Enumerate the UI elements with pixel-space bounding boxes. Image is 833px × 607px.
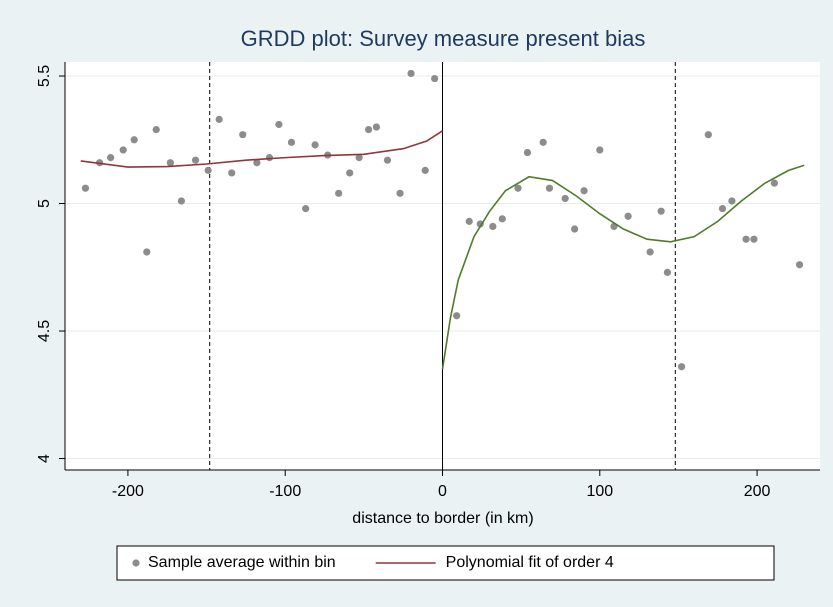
- data-point: [407, 69, 415, 78]
- data-point: [596, 146, 604, 154]
- data-point: [453, 312, 461, 320]
- data-point: [663, 268, 672, 276]
- data-point: [215, 115, 223, 123]
- fit-line: [80, 130, 443, 168]
- data-point: [372, 123, 381, 131]
- x-tick-label: 200: [744, 483, 771, 500]
- data-point: [166, 159, 174, 167]
- x-axis-title: distance to border (in km): [352, 510, 533, 527]
- legend-label: Sample average within bin: [148, 554, 336, 571]
- data-point: [742, 235, 750, 243]
- data-point: [81, 184, 90, 192]
- data-point: [346, 169, 354, 177]
- data-point: [571, 225, 579, 233]
- fit-line: [441, 164, 805, 370]
- legend-marker: [132, 559, 140, 567]
- data-point: [545, 184, 554, 192]
- data-point: [311, 141, 319, 149]
- data-point: [489, 222, 497, 231]
- data-point: [704, 131, 712, 139]
- data-point: [107, 154, 115, 162]
- data-point: [355, 154, 363, 162]
- data-point: [335, 189, 343, 197]
- data-point: [143, 248, 151, 256]
- data-point: [750, 235, 758, 243]
- legend-label: Polynomial fit of order 4: [446, 554, 614, 571]
- data-point: [580, 187, 588, 195]
- data-point: [421, 166, 429, 174]
- data-point: [718, 205, 727, 213]
- data-point: [275, 120, 283, 129]
- data-point: [431, 74, 439, 83]
- data-point: [514, 184, 522, 192]
- data-point: [204, 166, 212, 174]
- data-point: [624, 212, 632, 220]
- data-point: [130, 136, 138, 144]
- data-point: [646, 248, 654, 256]
- data-point: [396, 189, 404, 197]
- data-point: [677, 363, 686, 371]
- y-tick-label: 4: [36, 454, 53, 463]
- data-point: [728, 197, 736, 205]
- data-point: [498, 215, 506, 223]
- data-point: [119, 146, 127, 154]
- legend-box: [116, 545, 775, 581]
- data-point: [523, 148, 532, 157]
- data-point: [265, 154, 274, 162]
- data-point: [539, 138, 547, 146]
- data-point: [253, 159, 261, 167]
- x-tick-label: -100: [269, 483, 301, 500]
- data-point: [287, 138, 296, 146]
- data-point: [364, 125, 373, 134]
- y-tick-label: 5.5: [36, 65, 53, 87]
- chart-title: GRDD plot: Survey measure present bias: [241, 26, 646, 51]
- y-tick-label: 4.5: [36, 320, 53, 342]
- data-point: [657, 207, 665, 215]
- x-tick-label: 0: [438, 483, 447, 500]
- data-point: [152, 125, 160, 134]
- data-point: [302, 205, 310, 213]
- x-tick-label: 100: [586, 483, 613, 500]
- data-point: [383, 156, 392, 164]
- data-point: [177, 197, 185, 205]
- data-point: [795, 261, 804, 269]
- data-point: [191, 156, 200, 164]
- data-point: [561, 194, 569, 203]
- data-point: [239, 131, 247, 139]
- data-point: [465, 217, 473, 225]
- data-point: [228, 169, 236, 177]
- x-tick-label: -200: [112, 483, 144, 500]
- y-tick-label: 5: [36, 199, 53, 208]
- data-point: [770, 179, 778, 187]
